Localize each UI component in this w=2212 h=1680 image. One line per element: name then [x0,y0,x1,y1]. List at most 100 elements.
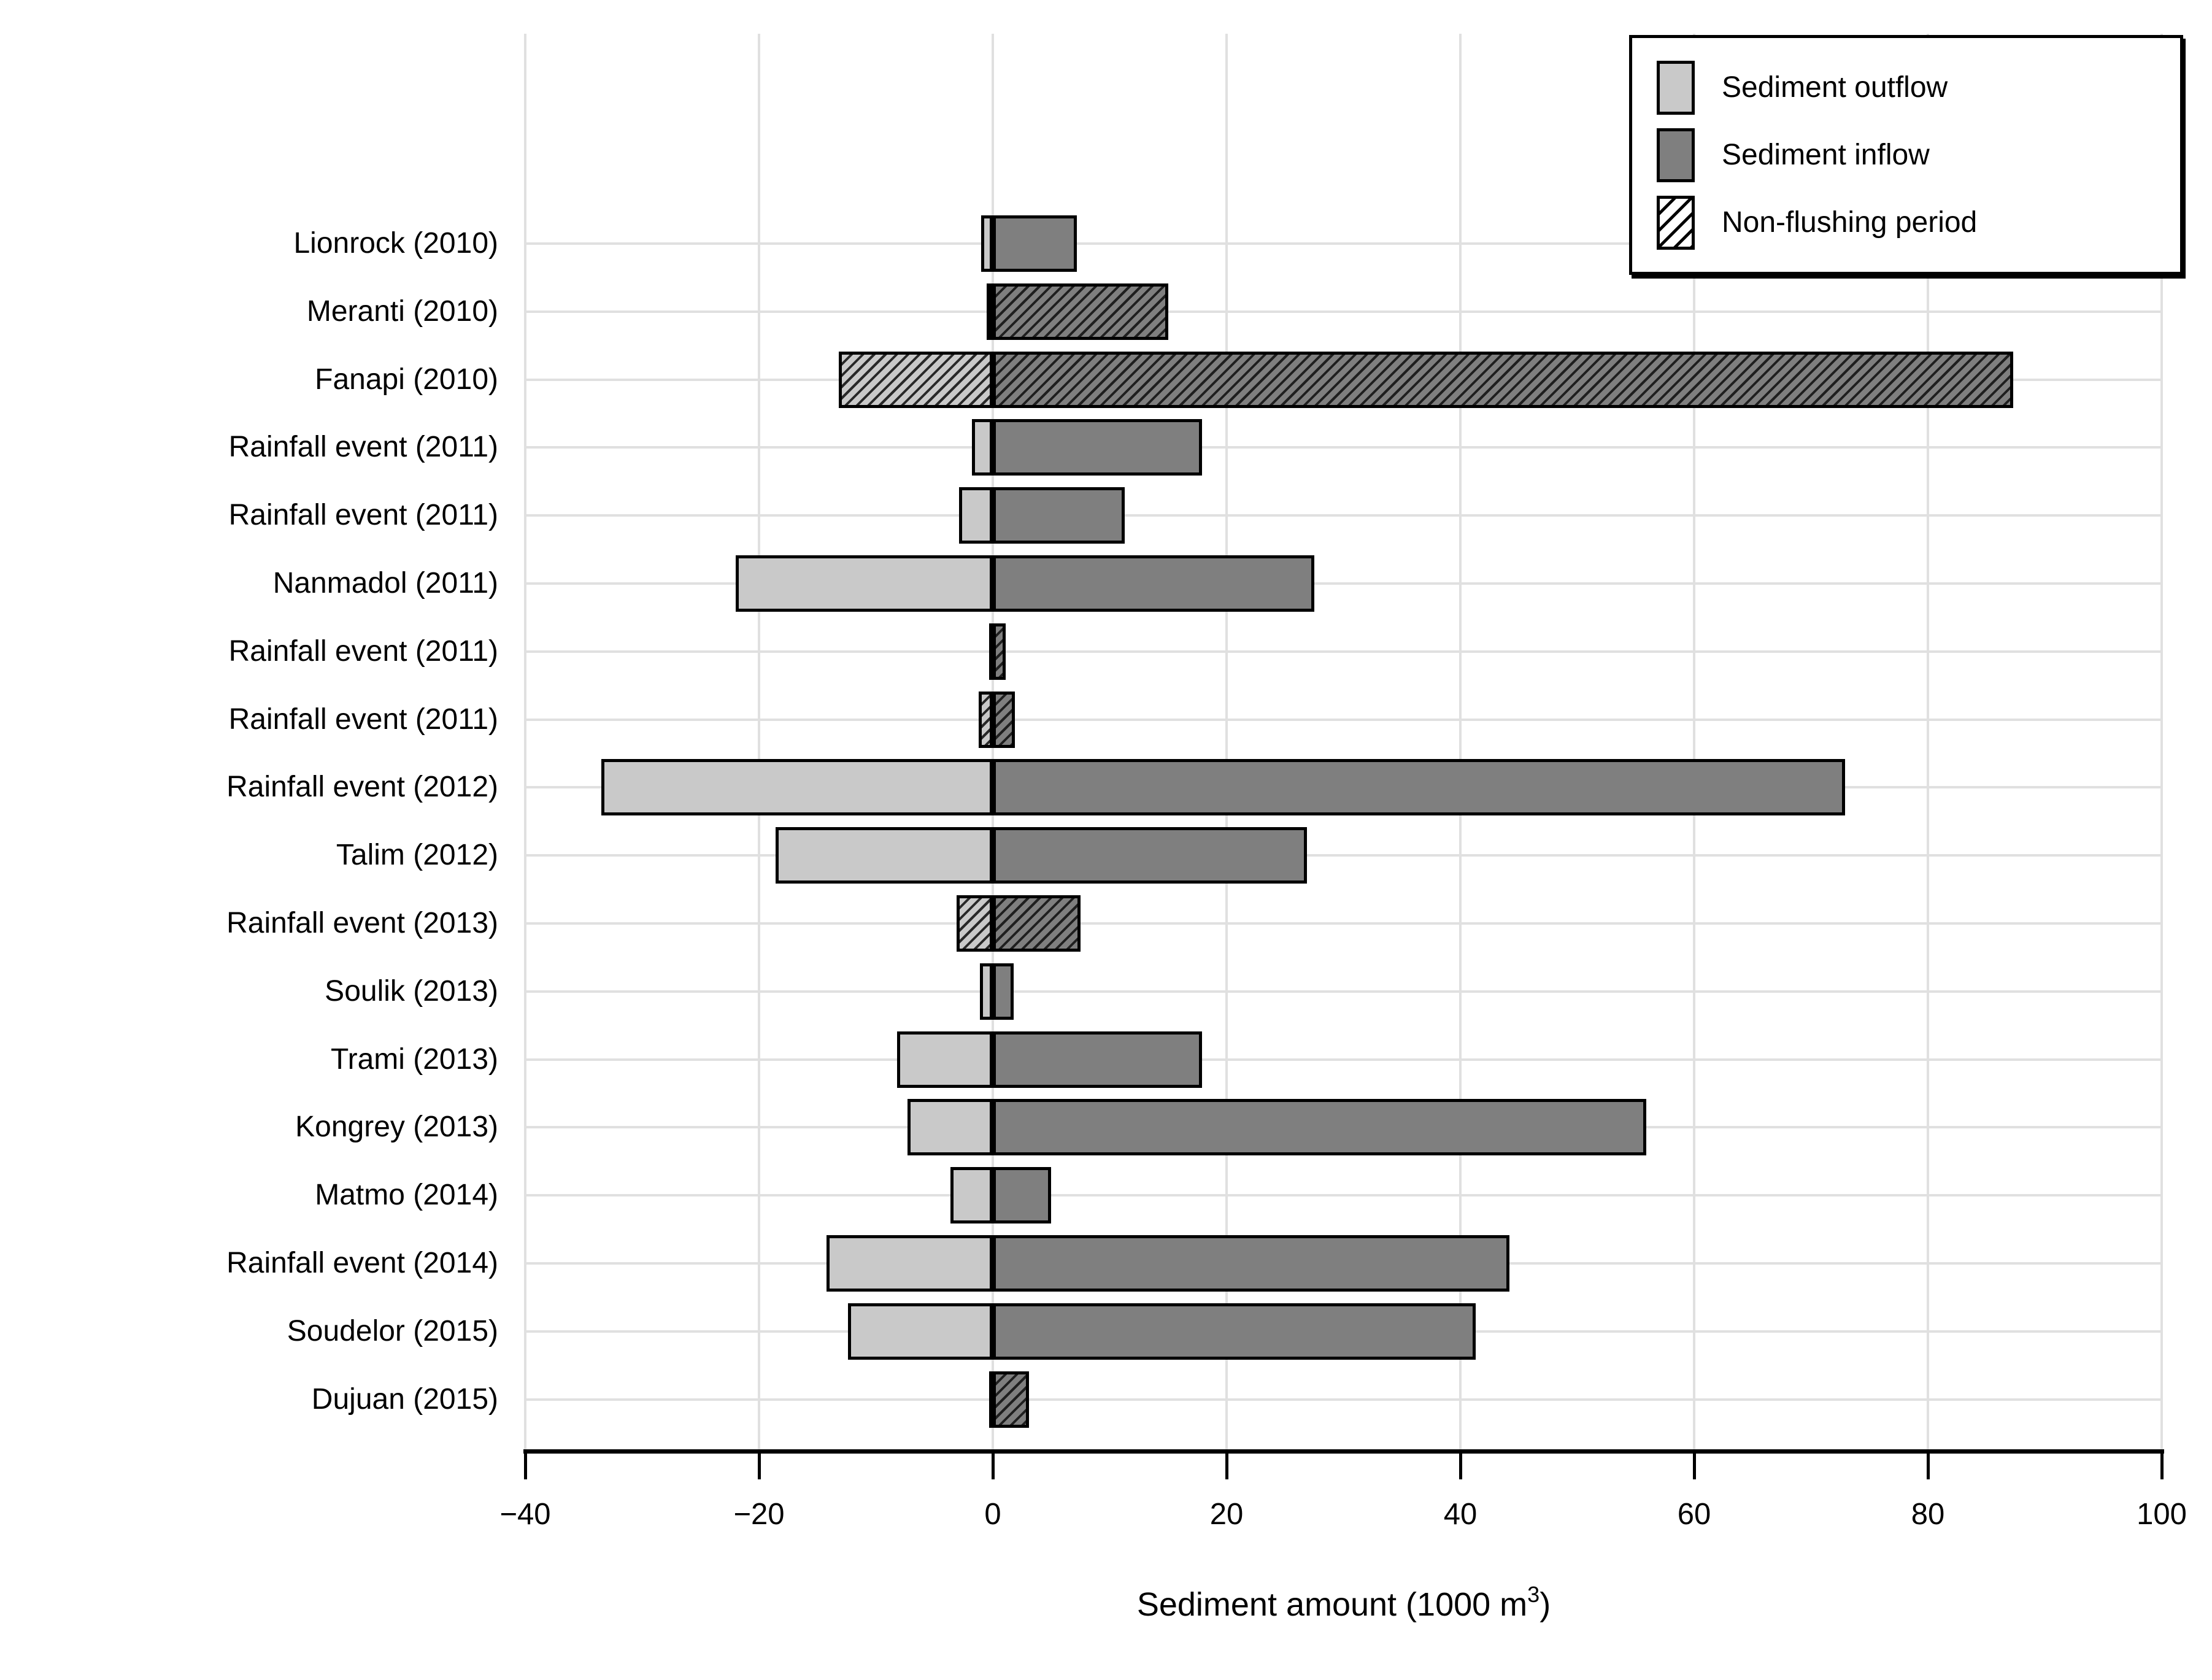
x-axis-tick [1927,1452,1930,1479]
category-label: Rainfall event (2011) [228,634,498,668]
bar-inflow-segment [993,555,1314,612]
bar-outflow-segment [958,487,993,544]
category-label: Lionrock (2010) [293,227,498,260]
gridline-horizontal [525,514,2162,517]
bar-outflow-segment [981,215,993,272]
x-axis-tick-label: 40 [1443,1498,1478,1531]
bar-outflow-segment [838,351,993,408]
gridline-vertical [1225,34,1228,1449]
x-axis-tick-label: 60 [1677,1498,1711,1531]
x-axis-tick-label: 80 [1911,1498,1945,1531]
bar-inflow-segment [993,1371,1030,1428]
bar-outflow-segment [971,419,993,476]
x-axis-tick-label: −40 [499,1498,551,1531]
bar-inflow-segment [993,283,1168,340]
gridline-horizontal [525,650,2162,653]
category-label: Rainfall event (2013) [226,907,498,939]
gridline-vertical [2160,34,2163,1449]
category-label: Rainfall event (2011) [228,703,498,736]
x-axis-title: Sediment amount (1000 m3) [730,1582,1957,1624]
gridline-vertical [1927,34,1929,1449]
x-axis-tick [758,1452,761,1479]
bar-inflow-segment [993,351,2014,408]
x-axis-title-text: Sediment amount (1000 m [1136,1586,1528,1623]
category-label: Dujuan (2015) [311,1382,498,1416]
bar-inflow-segment [993,1031,1202,1088]
bar-outflow-segment [950,1167,993,1224]
bar-outflow-segment [907,1099,993,1156]
bar-inflow-segment [993,419,1202,476]
legend-item: Sediment outflow [1657,60,2156,115]
x-axis-tick [1459,1452,1462,1479]
gridline-horizontal [525,446,2162,449]
bar-inflow-segment [993,759,1845,816]
gridline-horizontal [525,1194,2162,1197]
bar-inflow-segment [993,623,1006,680]
category-label: Nanmadol (2011) [272,567,498,599]
category-label: Rainfall event (2011) [228,431,498,464]
gridline-horizontal [525,922,2162,925]
gridline-horizontal [525,1058,2162,1061]
x-axis-tick [1225,1452,1228,1479]
gridline-horizontal [525,718,2162,721]
bar-outflow-segment [956,895,993,952]
category-label: Trami (2013) [331,1042,498,1076]
bar-outflow-segment [775,827,993,884]
bar-outflow-segment [847,1303,993,1360]
gridline-horizontal [525,310,2162,313]
gridline-vertical [758,34,760,1449]
category-label: Matmo (2014) [315,1179,498,1212]
bar-inflow-segment [993,487,1125,544]
bar-inflow-segment [993,1235,1509,1292]
x-axis-line [523,1449,2164,1454]
x-axis-tick [2160,1452,2164,1479]
bar-inflow-segment [993,691,1015,748]
legend-item-label: Sediment inflow [1722,139,1930,171]
bar-inflow-segment [993,1167,1052,1224]
bar-outflow-segment [980,963,993,1020]
gridline-vertical [524,34,526,1449]
bar-inflow-segment [993,895,1081,952]
bar-outflow-segment [827,1235,993,1292]
x-axis-tick-label: 20 [1209,1498,1244,1531]
category-label: Soudelor (2015) [287,1314,498,1347]
legend-box: Sediment outflow Sediment inflow Non-flush… [1629,35,2183,275]
x-axis-tick [524,1452,527,1479]
x-axis-title-close: ) [1540,1586,1551,1623]
bar-inflow-segment [993,1303,1476,1360]
bar-inflow-segment [993,1099,1646,1156]
bar-outflow-segment [896,1031,993,1088]
legend-swatch-outflow-icon [1657,60,1695,115]
bar-outflow-segment [601,759,993,816]
legend-item-label: Sediment outflow [1722,71,1948,104]
category-label: Meranti (2010) [306,295,498,328]
gridline-vertical [1459,34,1462,1449]
category-label: Talim (2012) [336,839,498,872]
bar-outflow-segment [979,691,993,748]
bar-inflow-segment [993,215,1077,272]
gridline-horizontal [525,582,2162,585]
legend-swatch-hatch-icon [1657,195,1695,250]
bar-outflow-segment [735,555,993,612]
gridline-horizontal [525,990,2162,993]
legend-item: Sediment inflow [1657,128,2156,182]
category-label: Rainfall event (2014) [226,1247,498,1279]
legend-item-label: Non-flushing period [1722,206,1978,239]
category-label: Kongrey (2013) [295,1111,498,1144]
x-axis-tick-label: −20 [733,1498,785,1531]
bar-outflow-segment [987,283,993,340]
x-axis-tick [992,1452,995,1479]
gridline-horizontal [525,242,2162,245]
gridline-horizontal [525,854,2162,857]
bar-inflow-segment [993,827,1308,884]
x-axis-tick-label: 100 [2137,1498,2187,1531]
legend-swatch-inflow-icon [1657,128,1695,182]
gridline-horizontal [525,1398,2162,1401]
category-label: Fanapi (2010) [315,363,498,396]
category-label: Soulik (2013) [325,974,498,1008]
category-label: Rainfall event (2012) [226,771,498,804]
x-axis-title-superscript: 3 [1527,1582,1540,1607]
category-label: Rainfall event (2011) [228,499,498,532]
bar-inflow-segment [993,963,1014,1020]
